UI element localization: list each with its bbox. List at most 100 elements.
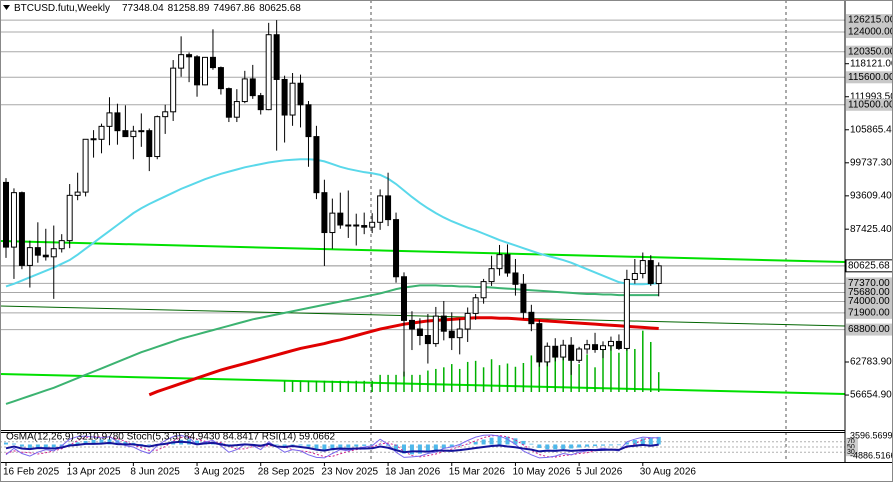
y-tick-label: 105865.40 bbox=[850, 124, 893, 135]
candle-body bbox=[273, 34, 280, 80]
x-tick-label: 5 Jul 2026 bbox=[576, 467, 623, 478]
level-tag bbox=[846, 306, 893, 319]
candle-body bbox=[74, 191, 81, 196]
candle-body bbox=[66, 194, 73, 242]
osma-bar bbox=[27, 444, 32, 449]
candle-body bbox=[464, 312, 471, 330]
x-tick-label: 30 Aug 2026 bbox=[640, 467, 697, 478]
level-tag bbox=[846, 45, 893, 58]
histogram-bar bbox=[315, 380, 318, 392]
osma-bar bbox=[306, 444, 311, 447]
x-tick-label: 28 Sep 2025 bbox=[258, 467, 315, 478]
histogram-bar bbox=[363, 380, 365, 392]
header-open: 77348.04 bbox=[122, 3, 164, 14]
osma-bar bbox=[346, 444, 351, 448]
osma-bar bbox=[585, 444, 590, 447]
trend-line bbox=[0, 305, 846, 327]
histogram-bar bbox=[371, 380, 373, 392]
indicator-line bbox=[5, 434, 659, 459]
histogram-bar bbox=[474, 360, 477, 392]
candle-body bbox=[544, 345, 551, 363]
osma-bar bbox=[601, 444, 605, 446]
osma-bar bbox=[67, 443, 72, 445]
osma-bar bbox=[99, 439, 104, 445]
candle-body bbox=[560, 344, 567, 358]
histogram-bar bbox=[283, 380, 286, 392]
candle-body bbox=[305, 104, 312, 138]
x-tick-label: 13 Apr 2025 bbox=[67, 467, 121, 478]
chart-header: BTCUSD.futu,Weekly 77348.04 81258.89 74967.… bbox=[14, 3, 301, 14]
histogram-bar bbox=[650, 341, 652, 392]
candle-body bbox=[18, 192, 25, 266]
candle-body bbox=[607, 340, 614, 347]
y-tick-label: 111993.50 bbox=[850, 91, 893, 102]
candle-body bbox=[170, 67, 177, 113]
histogram-bar bbox=[578, 364, 580, 392]
header-icon bbox=[3, 5, 10, 10]
osma-bar bbox=[489, 437, 494, 445]
histogram-bar bbox=[458, 368, 461, 392]
candle-body bbox=[536, 323, 543, 363]
candle-body bbox=[313, 136, 320, 194]
y-tick-label: 93609.40 bbox=[850, 190, 892, 201]
candle-body bbox=[377, 195, 384, 223]
histogram-bar bbox=[506, 363, 509, 392]
osma-bar bbox=[409, 444, 414, 455]
x-tick-label: 16 Feb 2025 bbox=[3, 467, 60, 478]
histogram-bar bbox=[586, 354, 588, 392]
y2-tick-label: 50 bbox=[847, 444, 855, 451]
indicator-header: OsMA(12,26,9) 3210.9780 Stoch(5,3,3) 84.… bbox=[6, 432, 336, 443]
candle-body bbox=[90, 138, 97, 141]
histogram-bar bbox=[618, 352, 620, 392]
histogram-bar bbox=[347, 380, 350, 392]
histogram-bar bbox=[482, 367, 485, 392]
candle-body bbox=[257, 95, 264, 111]
candle-body bbox=[424, 335, 431, 345]
candle-body bbox=[639, 260, 646, 275]
candle-body bbox=[512, 272, 519, 285]
x-tick-label: 15 Mar 2026 bbox=[449, 467, 506, 478]
candle-body bbox=[3, 181, 9, 248]
osma-bar bbox=[640, 438, 645, 445]
candle-body bbox=[114, 112, 121, 132]
candle-body bbox=[217, 67, 224, 90]
histogram-bar bbox=[419, 374, 421, 392]
level-label: 68800.00 bbox=[848, 324, 890, 335]
osma-bar bbox=[561, 444, 566, 449]
level-label: 120350.00 bbox=[848, 46, 893, 57]
histogram-bar bbox=[395, 374, 397, 392]
candle-body bbox=[568, 344, 575, 361]
osma-bar bbox=[545, 444, 550, 450]
level-tag bbox=[846, 448, 858, 457]
level-tag bbox=[846, 323, 893, 336]
current-price-tag bbox=[845, 259, 893, 273]
osma-bar bbox=[616, 444, 621, 446]
candle-body bbox=[265, 34, 272, 111]
histogram-bar bbox=[522, 362, 525, 392]
candle-body bbox=[528, 311, 535, 325]
candle-body bbox=[448, 330, 455, 339]
candle-body bbox=[146, 130, 153, 158]
candle-body bbox=[655, 265, 662, 284]
candle-body bbox=[202, 56, 208, 86]
osma-bar bbox=[608, 444, 613, 446]
candle-body bbox=[289, 82, 296, 116]
candle-body bbox=[600, 345, 606, 351]
candle-body bbox=[472, 297, 479, 314]
osma-bar bbox=[577, 444, 582, 448]
histogram-bar bbox=[291, 380, 294, 392]
trend-line bbox=[0, 372, 846, 395]
candle-body bbox=[241, 78, 248, 103]
osma-bar bbox=[35, 444, 40, 449]
candle-body bbox=[647, 260, 654, 284]
candle-body bbox=[42, 254, 49, 258]
osma-bar bbox=[330, 444, 335, 451]
header-low: 74967.86 bbox=[213, 3, 255, 14]
osma-bar bbox=[290, 444, 295, 446]
candle-body bbox=[26, 247, 33, 266]
level-label: 126215.00 bbox=[848, 15, 893, 26]
histogram-bar bbox=[626, 337, 628, 392]
y-tick-label: 118121.00 bbox=[850, 58, 893, 69]
histogram-bar bbox=[594, 367, 596, 392]
level-tag bbox=[846, 26, 893, 39]
